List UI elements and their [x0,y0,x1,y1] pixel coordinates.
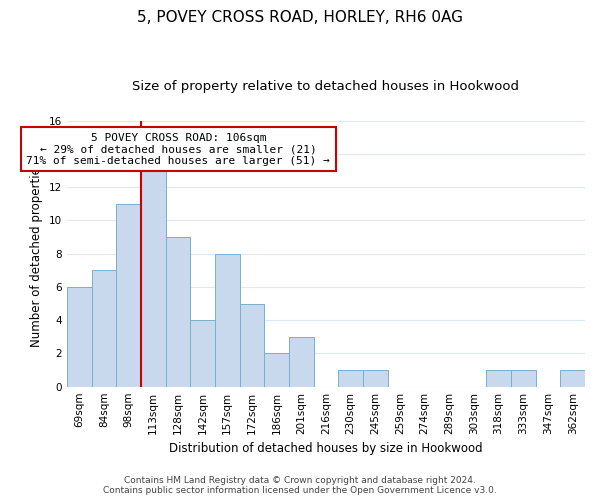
X-axis label: Distribution of detached houses by size in Hookwood: Distribution of detached houses by size … [169,442,483,455]
Bar [289,337,314,386]
Bar [239,304,264,386]
Text: 5, POVEY CROSS ROAD, HORLEY, RH6 0AG: 5, POVEY CROSS ROAD, HORLEY, RH6 0AG [137,10,463,25]
Text: 5 POVEY CROSS ROAD: 106sqm
← 29% of detached houses are smaller (21)
71% of semi: 5 POVEY CROSS ROAD: 106sqm ← 29% of deta… [26,132,330,166]
Bar [67,287,92,386]
Bar [215,254,239,386]
Y-axis label: Number of detached properties: Number of detached properties [30,160,43,346]
Bar [511,370,536,386]
Title: Size of property relative to detached houses in Hookwood: Size of property relative to detached ho… [133,80,520,93]
Bar [116,204,141,386]
Bar [190,320,215,386]
Text: Contains HM Land Registry data © Crown copyright and database right 2024.
Contai: Contains HM Land Registry data © Crown c… [103,476,497,495]
Bar [363,370,388,386]
Bar [338,370,363,386]
Bar [264,354,289,386]
Bar [487,370,511,386]
Bar [166,237,190,386]
Bar [560,370,585,386]
Bar [141,170,166,386]
Bar [92,270,116,386]
